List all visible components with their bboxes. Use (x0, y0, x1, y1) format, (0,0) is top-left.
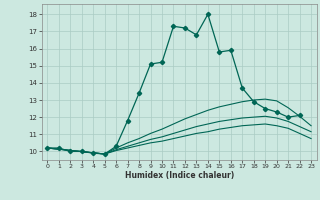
X-axis label: Humidex (Indice chaleur): Humidex (Indice chaleur) (124, 171, 234, 180)
